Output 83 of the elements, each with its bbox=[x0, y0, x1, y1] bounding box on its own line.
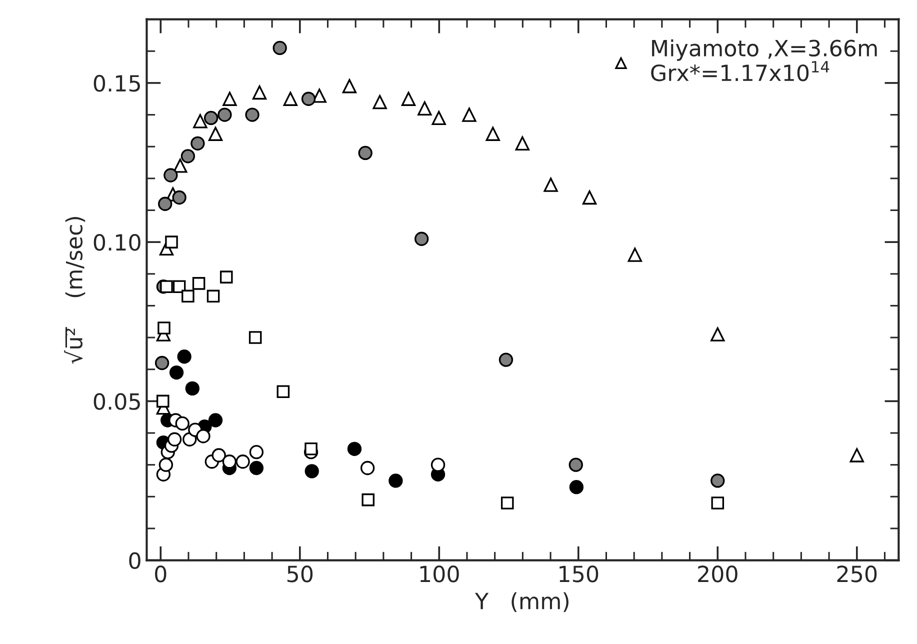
point bbox=[158, 322, 170, 334]
point bbox=[193, 114, 208, 128]
x-tick-label: 250 bbox=[837, 566, 877, 582]
point bbox=[252, 85, 267, 100]
point bbox=[156, 394, 170, 408]
point bbox=[582, 190, 597, 205]
point bbox=[850, 448, 864, 462]
point bbox=[430, 458, 446, 472]
point bbox=[711, 496, 724, 510]
point bbox=[218, 108, 232, 122]
point bbox=[175, 416, 190, 431]
point bbox=[312, 88, 326, 103]
point bbox=[192, 277, 206, 290]
point bbox=[190, 136, 205, 151]
point bbox=[710, 327, 725, 342]
point bbox=[204, 110, 218, 126]
point bbox=[185, 381, 200, 396]
point bbox=[249, 460, 264, 476]
point bbox=[432, 110, 446, 126]
point bbox=[180, 149, 196, 164]
point bbox=[236, 454, 250, 469]
point bbox=[208, 413, 223, 428]
point bbox=[169, 365, 184, 380]
point bbox=[272, 40, 287, 56]
x-tick-label: 0 bbox=[155, 566, 166, 582]
point bbox=[462, 108, 476, 122]
y-tick-label: 0 bbox=[129, 552, 140, 570]
point bbox=[360, 460, 375, 476]
y-tick-label: 0.10 bbox=[94, 234, 140, 251]
legend-label: Miyamoto ,X=3.66m Grx*=1.17x10$^{14}$ bbox=[651, 39, 877, 82]
point bbox=[154, 356, 170, 370]
point bbox=[222, 454, 237, 469]
point bbox=[362, 493, 375, 506]
point bbox=[158, 196, 172, 211]
y-tick-label: 0.15 bbox=[94, 74, 140, 92]
point bbox=[347, 442, 362, 456]
point bbox=[515, 136, 530, 151]
point bbox=[222, 92, 237, 106]
point bbox=[498, 352, 514, 367]
point bbox=[172, 280, 186, 294]
point bbox=[172, 190, 186, 205]
point bbox=[358, 146, 372, 160]
x-tick-label: 150 bbox=[560, 566, 598, 582]
x-tick-label: 100 bbox=[420, 566, 459, 582]
y-axis-title: √u̅²̅ (m/sec) bbox=[64, 217, 86, 364]
point bbox=[304, 442, 318, 456]
point bbox=[245, 108, 260, 122]
point bbox=[414, 232, 429, 246]
point bbox=[628, 248, 642, 262]
point bbox=[301, 92, 316, 106]
point bbox=[569, 480, 584, 494]
point bbox=[220, 270, 233, 284]
point bbox=[173, 158, 188, 173]
point bbox=[165, 236, 178, 248]
x-tick-label: 200 bbox=[698, 566, 738, 582]
point bbox=[276, 385, 290, 398]
point bbox=[206, 290, 220, 303]
point bbox=[401, 92, 416, 106]
point bbox=[160, 280, 173, 294]
point bbox=[248, 331, 262, 344]
point bbox=[372, 94, 387, 110]
point bbox=[158, 458, 174, 472]
x-axis-title: Y (mm) bbox=[474, 592, 568, 612]
point bbox=[342, 79, 357, 94]
x-tick-label: 50 bbox=[287, 566, 313, 582]
point bbox=[568, 458, 583, 472]
point bbox=[283, 92, 298, 106]
point bbox=[486, 126, 500, 141]
point bbox=[212, 448, 226, 462]
point bbox=[208, 126, 223, 141]
point bbox=[500, 496, 514, 510]
point bbox=[388, 474, 403, 488]
point bbox=[167, 432, 182, 446]
point bbox=[196, 429, 210, 444]
y-tick-label: 0.05 bbox=[94, 393, 140, 410]
point bbox=[249, 445, 264, 460]
point bbox=[304, 464, 319, 478]
point bbox=[544, 178, 558, 192]
point bbox=[710, 474, 725, 488]
point bbox=[182, 290, 194, 303]
point bbox=[177, 350, 192, 364]
point bbox=[418, 101, 432, 116]
point bbox=[164, 168, 178, 182]
